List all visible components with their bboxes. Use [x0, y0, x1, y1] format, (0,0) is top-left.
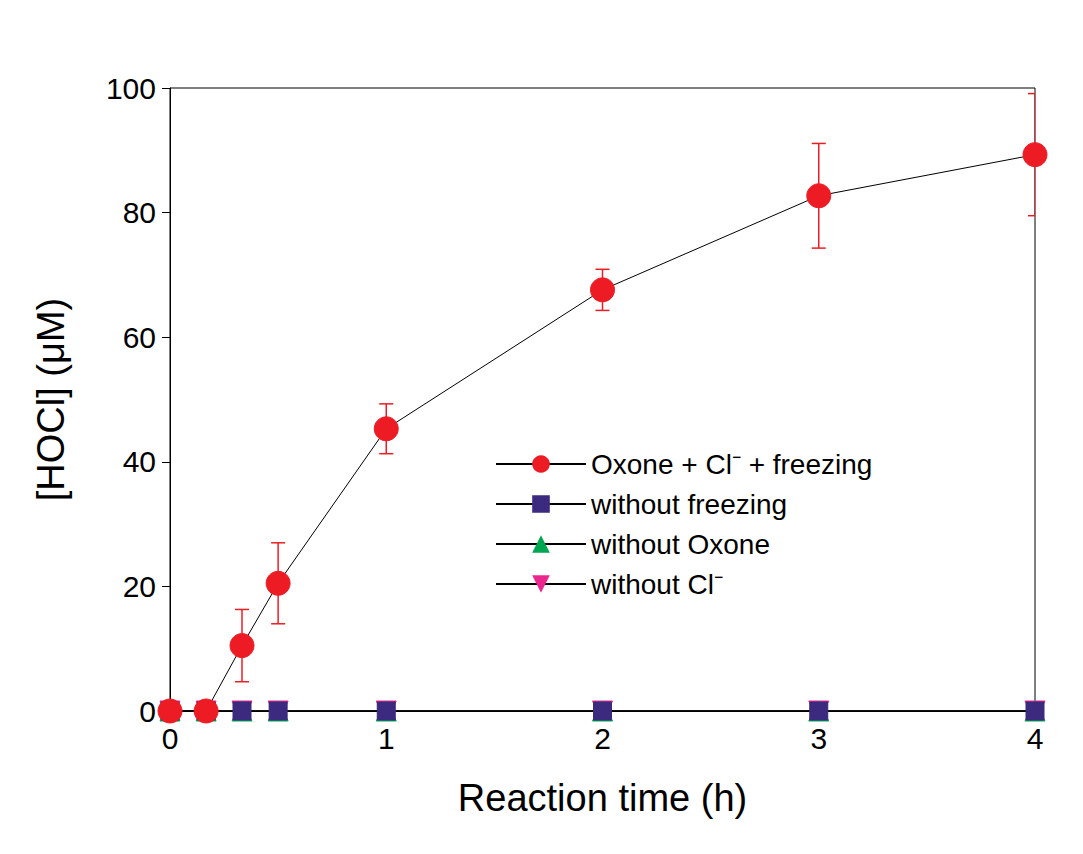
svg-text:Reaction time (h): Reaction time (h) [458, 777, 747, 819]
svg-text:1: 1 [378, 722, 395, 755]
svg-text:60: 60 [123, 321, 156, 354]
svg-text:80: 80 [123, 196, 156, 229]
svg-text:40: 40 [123, 445, 156, 478]
svg-text:0: 0 [162, 722, 179, 755]
svg-text:Oxone + Cl⁻ + freezing: Oxone + Cl⁻ + freezing [591, 449, 872, 480]
svg-text:4: 4 [1027, 722, 1044, 755]
svg-text:2: 2 [594, 722, 611, 755]
svg-text:3: 3 [810, 722, 827, 755]
svg-text:0: 0 [139, 695, 156, 728]
svg-text:without Cl⁻: without Cl⁻ [590, 569, 723, 600]
svg-text:without Oxone: without Oxone [590, 529, 770, 560]
svg-text:100: 100 [106, 72, 156, 105]
svg-text:[HOCl] (μM): [HOCl] (μM) [30, 298, 72, 501]
svg-text:without freezing: without freezing [590, 489, 787, 520]
svg-text:20: 20 [123, 570, 156, 603]
